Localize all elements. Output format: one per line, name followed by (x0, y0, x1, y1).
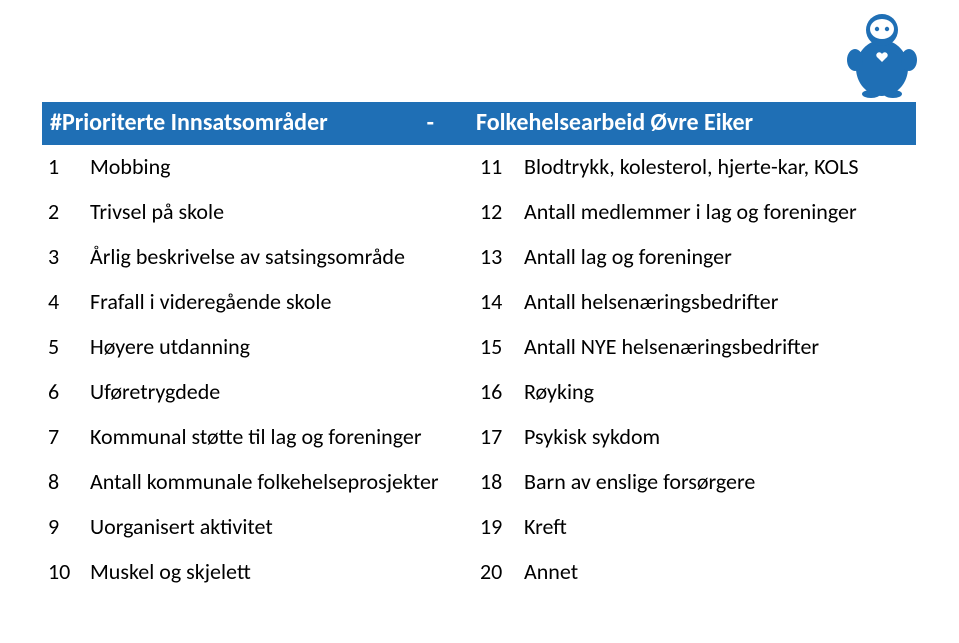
row-text-right: Røyking (516, 370, 916, 415)
header-left: #Prioriterte Innsatsområder - (42, 102, 468, 145)
row-number-left: 6 (42, 370, 82, 415)
priority-table: #Prioriterte Innsatsområder - Folkehelse… (42, 102, 916, 595)
row-text-left: Muskel og skjelett (82, 550, 468, 595)
row-number-right: 13 (468, 235, 516, 280)
row-number-left: 3 (42, 235, 82, 280)
row-number-left: 8 (42, 460, 82, 505)
row-number-right: 12 (468, 190, 516, 235)
row-text-right: Psykisk sykdom (516, 415, 916, 460)
row-text-right: Blodtrykk, kolesterol, hjerte-kar, KOLS (516, 145, 916, 190)
mascot-icon (843, 12, 921, 103)
table-header-row: #Prioriterte Innsatsområder - Folkehelse… (42, 102, 916, 145)
row-text-right: Antall medlemmer i lag og foreninger (516, 190, 916, 235)
row-text-left: Uorganisert aktivitet (82, 505, 468, 550)
row-number-right: 11 (468, 145, 516, 190)
row-text-left: Kommunal støtte til lag og foreninger (82, 415, 468, 460)
table-row: 7Kommunal støtte til lag og foreninger17… (42, 415, 916, 460)
row-text-left: Antall kommunale folkehelseprosjekter (82, 460, 468, 505)
row-number-right: 15 (468, 325, 516, 370)
table-row: 5Høyere utdanning15Antall NYE helsenærin… (42, 325, 916, 370)
row-number-left: 7 (42, 415, 82, 460)
header-dash: - (427, 108, 434, 137)
row-number-right: 14 (468, 280, 516, 325)
row-text-right: Annet (516, 550, 916, 595)
header-left-title: #Prioriterte Innsatsområder (50, 108, 328, 137)
row-number-left: 1 (42, 145, 82, 190)
row-text-left: Mobbing (82, 145, 468, 190)
table-row: 2Trivsel på skole12Antall medlemmer i la… (42, 190, 916, 235)
table-row: 6Uføretrygdede16Røyking (42, 370, 916, 415)
table-row: 10Muskel og skjelett20Annet (42, 550, 916, 595)
row-text-right: Antall NYE helsenæringsbedrifter (516, 325, 916, 370)
row-number-left: 10 (42, 550, 82, 595)
header-right: Folkehelsearbeid Øvre Eiker (468, 102, 916, 145)
row-text-right: Antall lag og foreninger (516, 235, 916, 280)
table-row: 4Frafall i videregående skole14Antall he… (42, 280, 916, 325)
row-number-right: 18 (468, 460, 516, 505)
table-body: 1Mobbing11Blodtrykk, kolesterol, hjerte-… (42, 145, 916, 595)
row-text-left: Årlig beskrivelse av satsingsområde (82, 235, 468, 280)
row-number-left: 4 (42, 280, 82, 325)
row-text-left: Trivsel på skole (82, 190, 468, 235)
row-number-left: 2 (42, 190, 82, 235)
row-number-right: 17 (468, 415, 516, 460)
row-number-right: 19 (468, 505, 516, 550)
row-number-left: 5 (42, 325, 82, 370)
row-number-right: 20 (468, 550, 516, 595)
row-number-right: 16 (468, 370, 516, 415)
table-row: 9Uorganisert aktivitet19Kreft (42, 505, 916, 550)
table: #Prioriterte Innsatsområder - Folkehelse… (42, 102, 916, 595)
table-row: 1Mobbing11Blodtrykk, kolesterol, hjerte-… (42, 145, 916, 190)
row-text-right: Antall helsenæringsbedrifter (516, 280, 916, 325)
table-row: 8Antall kommunale folkehelseprosjekter18… (42, 460, 916, 505)
row-text-right: Kreft (516, 505, 916, 550)
page: #Prioriterte Innsatsområder - Folkehelse… (0, 0, 959, 643)
row-text-right: Barn av enslige forsørgere (516, 460, 916, 505)
table-row: 3Årlig beskrivelse av satsingsområde13An… (42, 235, 916, 280)
row-number-left: 9 (42, 505, 82, 550)
row-text-left: Uføretrygdede (82, 370, 468, 415)
row-text-left: Høyere utdanning (82, 325, 468, 370)
row-text-left: Frafall i videregående skole (82, 280, 468, 325)
